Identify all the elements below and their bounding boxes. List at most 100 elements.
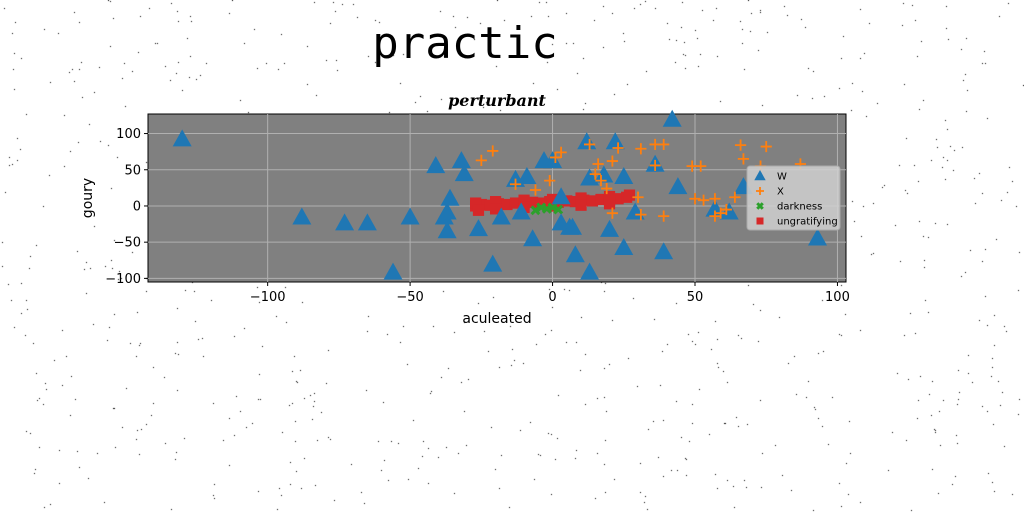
data-series	[172, 109, 828, 280]
legend-label-w: W	[777, 172, 787, 183]
point-w	[511, 202, 531, 220]
point-w	[580, 168, 600, 186]
y-axis-label: goury	[80, 178, 96, 218]
point-x	[549, 151, 562, 164]
point-darkness	[530, 205, 541, 216]
point-w	[562, 217, 582, 235]
y-tick-label: −100	[105, 272, 141, 287]
point-x	[709, 193, 721, 205]
point-w	[400, 207, 420, 225]
point-ungratifying	[489, 203, 502, 215]
point-x	[658, 138, 670, 151]
legend-label-darkness: darkness	[777, 202, 822, 213]
point-w	[483, 254, 503, 272]
point-w	[523, 229, 543, 247]
point-w	[426, 156, 446, 174]
point-w	[594, 165, 614, 183]
legend-box	[746, 165, 841, 231]
point-w	[437, 202, 457, 220]
point-w	[614, 237, 634, 255]
point-ungratifying	[612, 193, 624, 205]
point-w	[517, 167, 537, 184]
point-x	[695, 160, 707, 172]
point-w	[437, 221, 457, 239]
legend-label-x: X	[777, 187, 784, 198]
point-x	[729, 191, 741, 203]
point-ungratifying	[623, 189, 636, 201]
point-x	[612, 142, 624, 154]
point-ungratifying	[518, 194, 530, 206]
point-ungratifying	[603, 198, 616, 210]
chart-title: perturbant	[448, 91, 546, 110]
point-darkness	[547, 202, 558, 213]
point-ungratifying	[595, 193, 607, 206]
point-x	[734, 139, 747, 151]
y-tick-label: −50	[114, 236, 141, 251]
point-w	[451, 151, 471, 169]
point-x	[529, 184, 542, 196]
point-ungratifying	[472, 204, 485, 216]
axes: −100 −50 0 50 100 −100 −50 0 50 100	[105, 127, 850, 305]
point-x	[737, 153, 750, 165]
point-ungratifying	[535, 197, 547, 209]
x-tick-label: −50	[396, 290, 423, 305]
point-x	[658, 210, 670, 222]
point-w	[440, 188, 460, 206]
point-ungratifying	[501, 198, 513, 211]
point-w	[172, 129, 192, 147]
point-ungratifying	[575, 192, 587, 204]
point-ungratifying	[603, 190, 616, 203]
legend-marker-x	[756, 187, 764, 195]
point-x	[589, 168, 601, 180]
point-x	[555, 146, 567, 158]
point-x	[709, 210, 721, 222]
point-ungratifying	[569, 196, 581, 208]
figure-suptitle: practic	[372, 18, 558, 69]
point-w	[654, 242, 674, 260]
x-tick-label: −100	[250, 290, 286, 305]
point-w	[600, 219, 620, 237]
point-x	[606, 155, 618, 167]
point-x	[583, 138, 596, 151]
point-x	[595, 175, 607, 187]
point-w	[565, 245, 585, 263]
point-x	[632, 191, 644, 203]
point-ungratifying	[484, 199, 496, 211]
point-w	[551, 187, 571, 205]
point-x	[720, 203, 732, 216]
point-ungratifying	[546, 193, 559, 206]
point-x	[760, 140, 772, 153]
point-w	[454, 164, 474, 182]
point-x	[509, 178, 522, 190]
point-x	[487, 145, 499, 157]
point-x	[689, 193, 701, 205]
point-ungratifying	[518, 201, 530, 214]
legend-marker-w	[754, 170, 766, 181]
point-x	[592, 158, 604, 170]
x-tick-label: 50	[687, 290, 704, 305]
point-w	[292, 207, 312, 225]
x-tick-label: 100	[825, 290, 850, 305]
y-tick-label: 100	[116, 127, 141, 142]
point-w	[808, 228, 828, 246]
point-w	[719, 202, 739, 220]
point-x	[635, 209, 647, 221]
point-w	[491, 207, 511, 225]
point-darkness	[553, 204, 564, 215]
point-w	[668, 177, 688, 195]
point-w	[335, 213, 355, 231]
x-axis-label: aculeated	[462, 311, 531, 327]
point-x	[649, 159, 661, 172]
point-w	[383, 262, 403, 280]
point-ungratifying	[586, 195, 599, 207]
point-w	[614, 167, 634, 184]
point-x	[715, 207, 727, 219]
point-w	[605, 132, 625, 150]
point-x	[475, 154, 487, 166]
point-ungratifying	[489, 196, 502, 208]
point-x	[635, 143, 647, 155]
point-ungratifying	[475, 198, 487, 211]
legend-label-ungratifying: ungratifying	[777, 217, 838, 228]
y-tick-label: 0	[133, 199, 141, 214]
